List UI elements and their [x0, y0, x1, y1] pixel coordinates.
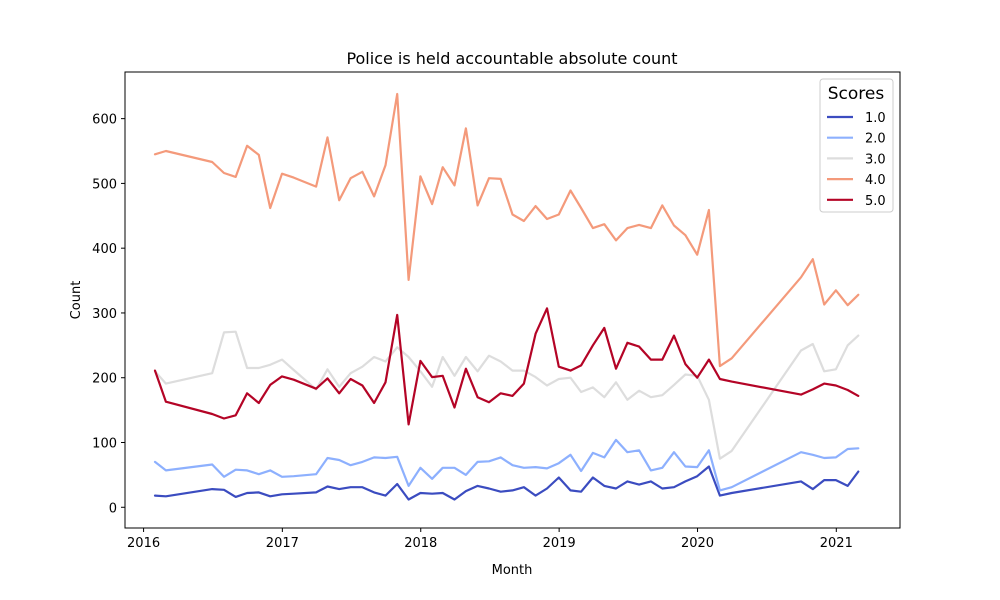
y-tick-label: 0 [109, 501, 117, 516]
y-tick-label: 500 [92, 177, 117, 192]
series-line-3-0 [153, 330, 860, 460]
y-tick-label: 400 [92, 242, 117, 257]
series-line-4-0 [153, 92, 860, 368]
x-tick-label: 2020 [681, 536, 714, 551]
y-tick-label: 300 [92, 307, 117, 322]
y-axis-title: Count [69, 281, 84, 320]
x-tick-label: 2016 [127, 536, 160, 551]
legend-label: 5.0 [865, 194, 886, 209]
y-tick-label: 100 [92, 437, 117, 452]
legend-label: 4.0 [865, 173, 886, 188]
legend-label: 1.0 [865, 111, 886, 126]
series-line-1-0 [153, 465, 860, 501]
series-line-2-0 [153, 438, 860, 492]
x-tick-label: 2019 [543, 536, 576, 551]
legend-entries: 1.0 2.0 3.0 4.0 5.0 [827, 111, 886, 209]
legend: Scores 1.0 2.0 3.0 4.0 5.0 [819, 78, 894, 213]
x-axis: 2016 2017 2018 2019 2020 2021 [127, 528, 853, 551]
x-tick-label: 2018 [404, 536, 437, 551]
x-tick-label: 2021 [820, 536, 853, 551]
series-lines [153, 92, 860, 501]
chart-title: Police is held accountable absolute coun… [346, 49, 677, 68]
y-tick-label: 600 [92, 113, 117, 128]
legend-label: 3.0 [865, 152, 886, 167]
y-tick-label: 200 [92, 372, 117, 387]
y-axis: 0 100 200 300 400 500 600 [92, 113, 125, 516]
x-tick-label: 2017 [266, 536, 299, 551]
series-line-5-0 [153, 307, 860, 426]
legend-label: 2.0 [865, 132, 886, 147]
plot-frame [124, 71, 901, 529]
legend-title: Scores [828, 84, 885, 104]
x-axis-title: Month [492, 563, 533, 578]
